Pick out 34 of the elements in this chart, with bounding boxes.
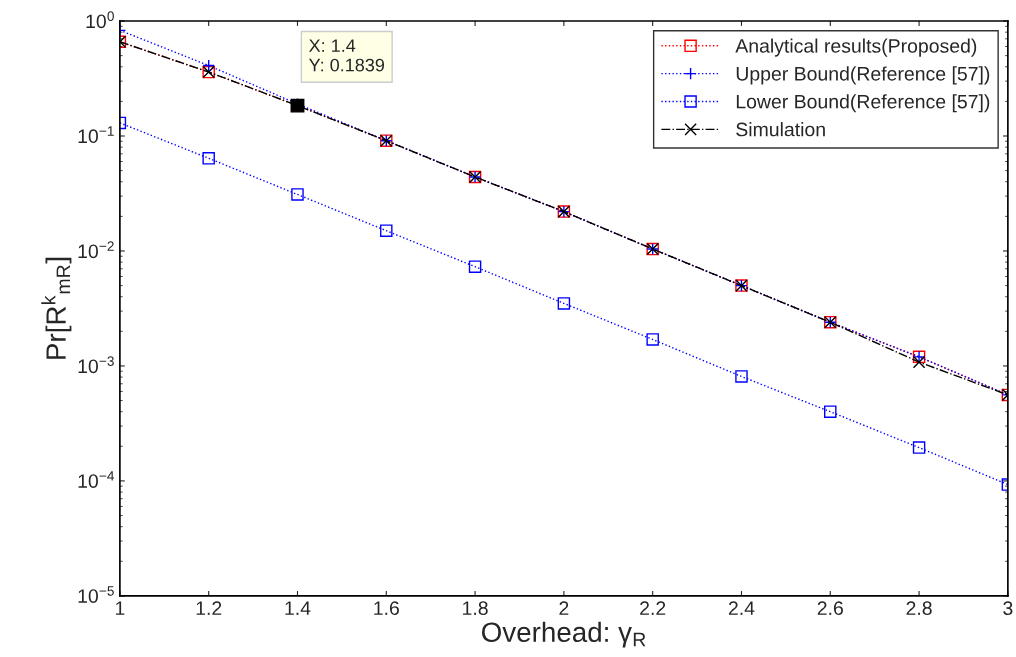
legend-label: Analytical results(Proposed) <box>735 38 977 57</box>
point <box>912 441 926 454</box>
x-tick-label: 2.8 <box>906 601 932 616</box>
point <box>735 370 748 383</box>
legend-label: Simulation <box>736 122 825 137</box>
point <box>912 355 926 369</box>
x-tick-label: 1.8 <box>463 601 488 616</box>
y-tick-label: 10$^{−5}$ <box>78 586 114 603</box>
legend-label: Upper Bound(Reference [57]) <box>736 66 990 85</box>
y-tick-label: 10$^{−1}$ <box>78 126 114 144</box>
point <box>380 224 393 237</box>
x-tick-label: 1.2 <box>196 601 222 615</box>
point <box>202 152 215 165</box>
point <box>824 405 837 418</box>
x-tick-label: 1 <box>115 601 125 615</box>
legend-label: Lower Bound(Reference [57]) <box>736 94 990 113</box>
y-tick-label: 10$^{−2}$ <box>78 241 114 259</box>
point <box>646 333 659 346</box>
x-tick-label: 2.6 <box>817 601 843 616</box>
x-tick-label: 3 <box>1003 601 1013 616</box>
x-tick-label: 2.2 <box>640 601 666 615</box>
x-tick-label: 2 <box>559 601 569 615</box>
y-tick-label: 10$^{−3}$ <box>78 356 114 374</box>
point <box>468 260 482 273</box>
x-tick-label: 2.4 <box>728 601 755 615</box>
point <box>291 188 304 201</box>
x-tick-label: 1.4 <box>285 601 311 615</box>
y-tick-label: 10$^{0}$ <box>86 11 114 29</box>
x-tick-label: 1.6 <box>374 601 399 616</box>
x-axis-title: Overhead: γ$_{R}$ <box>482 621 646 648</box>
point <box>557 297 571 310</box>
y-axis-title: Pr[R$^{k}$$_{mR}$] <box>41 257 72 359</box>
annotation: X: 1.4 Y: 0.1839 <box>308 39 385 72</box>
y-tick-label: 10$^{−4}$ <box>78 471 115 488</box>
